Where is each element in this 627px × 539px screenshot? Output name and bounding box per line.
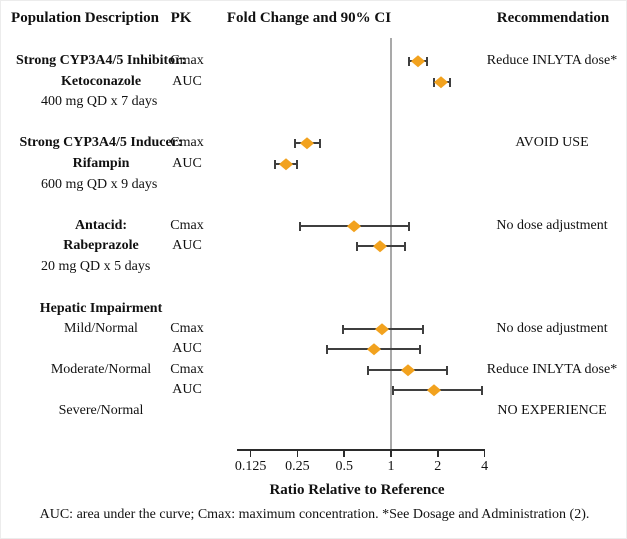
ci-cap-left [366,366,369,375]
ci-cap-right [425,57,428,66]
ci-cap-right [418,345,421,354]
ci-cap-left [341,325,344,334]
ci-cap-right [445,366,448,375]
pk-label: Cmax [170,321,204,336]
ci-diamond-marker [434,76,448,88]
axis-tick [296,449,299,457]
population-label: 400 mg QD x 7 days [41,94,158,109]
ci-cap-left [299,222,302,231]
ci-cap-right [296,160,299,169]
reference-line [390,38,392,449]
axis-tick-label: 2 [434,459,442,474]
ci-cap-right [403,242,406,251]
axis-tick-label: 4 [481,459,489,474]
recommendation-label: Reduce INLYTA dose* [486,362,618,377]
pk-label: AUC [172,238,202,253]
ci-diamond-marker [347,220,361,232]
ci-diamond-marker [278,158,293,170]
axis-tick [437,449,439,457]
column-header-pk: PK [170,10,192,26]
ci-diamond-marker [373,240,387,252]
ci-cap-left [293,139,296,148]
axis-tick-label: 0.25 [285,459,310,474]
population-label: Strong CYP3A4/5 Inhibitor: [15,53,187,68]
ci-diamond-marker [367,343,381,355]
population-label: Strong CYP3A4/5 Inducer: [19,135,183,150]
ci-cap-right [480,386,483,395]
axis-tick [483,449,486,457]
x-axis-title: Ratio Relative to Reference [269,482,445,498]
pk-label: AUC [172,156,202,171]
column-header-recommendation: Recommendation [496,10,610,26]
axis-tick [390,449,392,457]
ci-cap-right [421,325,424,334]
axis-tick-label: 0.5 [335,459,353,474]
ci-cap-left [391,386,394,395]
population-label: Rifampin [72,156,130,171]
axis-tick [343,449,345,457]
ci-cap-left [407,57,410,66]
pk-label: Cmax [170,53,204,68]
pk-label: AUC [172,341,202,356]
footnote-text: AUC: area under the curve; Cmax: maximum… [39,507,590,522]
recommendation-label: Reduce INLYTA dose* [486,53,618,68]
recommendation-label: NO EXPERIENCE [497,403,607,418]
population-label: Rabeprazole [63,238,139,253]
ci-diamond-marker [300,137,315,149]
pk-label: AUC [172,382,202,397]
ci-cap-right [449,78,452,87]
column-header-fold-change: Fold Change and 90% CI [226,10,392,26]
population-label: Hepatic Impairment [39,301,163,316]
population-label: Mild/Normal [64,321,138,336]
recommendation-label: AVOID USE [515,135,589,150]
population-label: 600 mg QD x 9 days [41,177,158,192]
ci-cap-left [326,345,329,354]
pk-label: Cmax [170,362,204,377]
ci-cap-left [274,160,277,169]
axis-tick [249,449,252,457]
ci-diamond-marker [375,323,390,335]
ci-diamond-marker [426,384,441,396]
pk-label: AUC [172,74,202,89]
ci-diamond-marker [411,55,426,67]
ci-cap-right [407,222,410,231]
population-label: Ketoconazole [60,74,142,89]
axis-tick-label: 1 [387,459,395,474]
recommendation-label: No dose adjustment [496,218,608,233]
column-header-population: Population Description [11,10,159,26]
axis-tick-label: 0.125 [234,459,267,474]
population-label: Antacid: [74,218,128,233]
recommendation-label: No dose adjustment [496,321,608,336]
population-label: 20 mg QD x 5 days [41,259,151,274]
pk-label: Cmax [170,135,204,150]
x-axis-line [237,449,485,451]
ci-cap-left [355,242,358,251]
ci-cap-left [433,78,436,87]
population-label: Moderate/Normal [50,362,152,377]
ci-cap-right [319,139,322,148]
population-label: Severe/Normal [58,403,144,418]
pk-label: Cmax [170,218,204,233]
ci-diamond-marker [401,364,415,376]
